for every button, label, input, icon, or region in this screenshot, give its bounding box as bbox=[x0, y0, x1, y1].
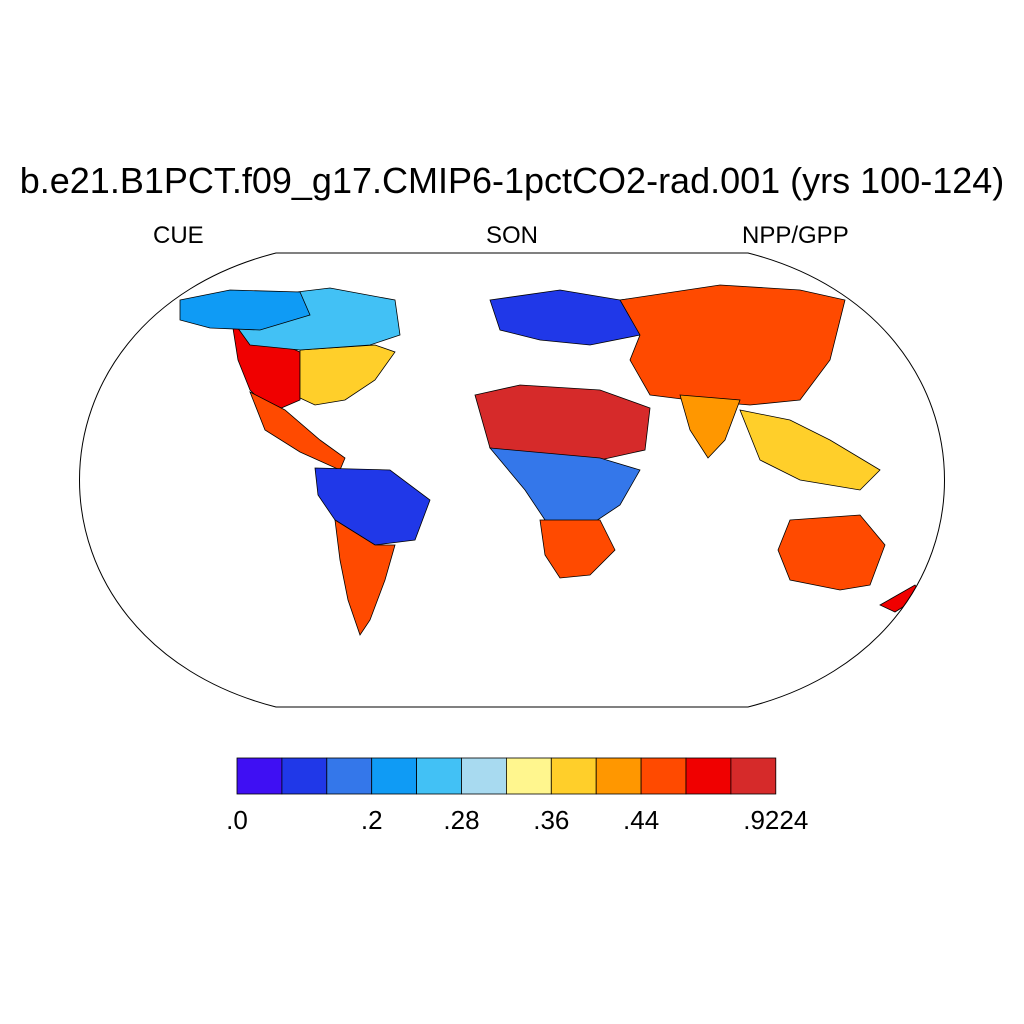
colorbar-box bbox=[640, 757, 687, 795]
colorbar-box bbox=[416, 757, 462, 795]
colorbar-box bbox=[371, 757, 418, 795]
colorbar-box bbox=[505, 757, 552, 795]
season-label: SON bbox=[485, 222, 538, 249]
colorbar-box bbox=[550, 757, 597, 795]
plot-title: b.e21.B1PCT.f09_g17.CMIP6-1pctCO2-rad.00… bbox=[19, 160, 1005, 201]
colorbar-box bbox=[281, 757, 328, 795]
colorbar-box bbox=[685, 757, 732, 795]
colorbar-box bbox=[326, 757, 373, 795]
region-amazon bbox=[314, 467, 431, 546]
region-southeast-asia bbox=[739, 409, 881, 491]
region-north-america-east bbox=[299, 344, 396, 406]
colorbar-tick-label: .44 bbox=[623, 805, 659, 835]
ratio-label: NPP/GPP bbox=[742, 222, 849, 249]
colorbar-tick-label: .36 bbox=[533, 805, 569, 835]
region-alaska bbox=[179, 289, 311, 331]
colorbar-box bbox=[595, 757, 642, 795]
colorbar-tick-label: .0 bbox=[226, 805, 248, 835]
land-data-layer bbox=[179, 284, 923, 636]
region-central-america bbox=[249, 391, 346, 471]
map-border bbox=[79, 252, 945, 708]
region-southern-africa bbox=[539, 519, 616, 579]
colorbar-box bbox=[236, 757, 283, 795]
region-australia bbox=[777, 514, 886, 591]
colorbar-tick-label: .28 bbox=[443, 805, 479, 835]
region-asia bbox=[619, 284, 846, 406]
colorbar-tick-label: .9224 bbox=[743, 805, 808, 835]
region-central-africa bbox=[489, 447, 641, 526]
colorbar-box bbox=[461, 757, 507, 795]
region-south-america-south bbox=[334, 519, 396, 636]
colorbar-box bbox=[730, 757, 777, 795]
variable-label: CUE bbox=[153, 222, 204, 249]
region-india bbox=[679, 394, 741, 459]
colorbar-tick-label: .2 bbox=[361, 805, 383, 835]
